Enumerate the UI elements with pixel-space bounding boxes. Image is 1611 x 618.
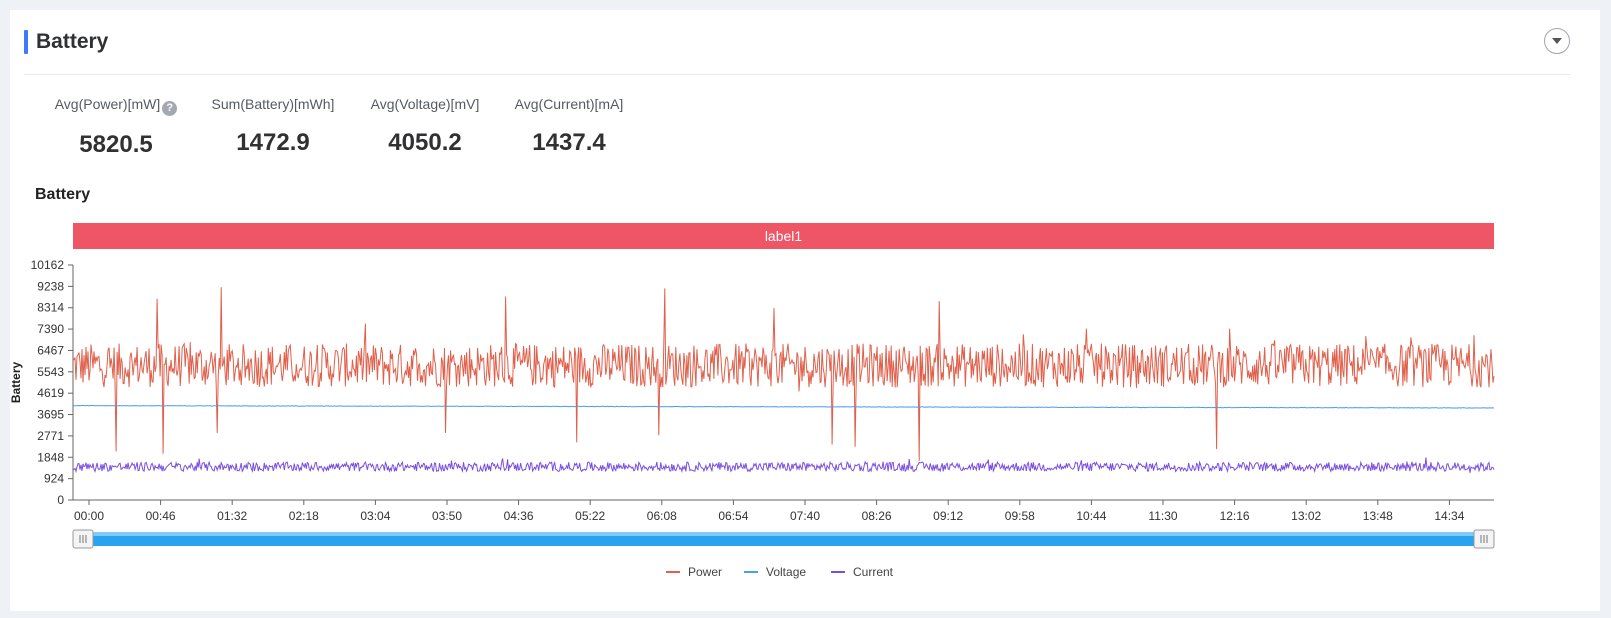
stat-avg-power: Avg(Power)[mW]? 5820.5 bbox=[50, 94, 182, 160]
x-tick-label: 12:16 bbox=[1220, 509, 1250, 523]
x-tick-label: 04:36 bbox=[504, 509, 534, 523]
stat-value: 5820.5 bbox=[79, 131, 153, 158]
x-tick-label: 14:34 bbox=[1434, 509, 1464, 523]
collapse-button[interactable] bbox=[1544, 28, 1570, 54]
label-band-text: label1 bbox=[765, 228, 803, 244]
stat-value: 1472.9 bbox=[236, 129, 310, 156]
chart-title: Battery bbox=[35, 186, 91, 203]
stat-value: 1437.4 bbox=[532, 129, 606, 156]
x-tick-label: 07:40 bbox=[790, 509, 820, 523]
series-line-power bbox=[72, 287, 1495, 461]
x-tick-label: 05:22 bbox=[575, 509, 605, 523]
x-tick-label: 11:30 bbox=[1148, 509, 1177, 523]
stat-value: 4050.2 bbox=[388, 129, 462, 156]
x-tick-label: 09:12 bbox=[933, 509, 963, 523]
y-tick-label: 924 bbox=[44, 472, 64, 486]
page-title: Battery bbox=[36, 30, 109, 53]
x-tick-label: 09:58 bbox=[1005, 509, 1035, 523]
y-tick-label: 4619 bbox=[37, 386, 64, 400]
legend-item-current[interactable]: Current bbox=[853, 565, 894, 579]
stat-label: Avg(Voltage)[mV] bbox=[370, 96, 480, 112]
x-tick-label: 03:50 bbox=[432, 509, 462, 523]
x-tick-label: 00:46 bbox=[146, 509, 176, 523]
y-tick-label: 7390 bbox=[37, 322, 64, 336]
legend-item-voltage[interactable]: Voltage bbox=[766, 565, 806, 579]
x-tick-label: 00:00 bbox=[74, 509, 104, 523]
y-tick-label: 3695 bbox=[37, 408, 64, 422]
help-icon[interactable]: ? bbox=[162, 101, 178, 116]
series-line-voltage bbox=[72, 404, 1495, 409]
stat-label: Avg(Current)[mA] bbox=[514, 96, 624, 112]
y-tick-label: 8314 bbox=[37, 301, 64, 315]
series-line-current bbox=[72, 457, 1495, 474]
stat-label: Avg(Power)[mW] bbox=[54, 96, 161, 112]
x-tick-label: 06:08 bbox=[647, 509, 677, 523]
y-tick-label: 9238 bbox=[37, 279, 64, 293]
x-tick-label: 01:32 bbox=[217, 509, 247, 523]
x-tick-label: 06:54 bbox=[718, 509, 748, 523]
label-band bbox=[73, 223, 1494, 249]
chevron-down-icon bbox=[1552, 38, 1562, 44]
panel-header: Battery bbox=[24, 28, 1570, 75]
battery-panel: Battery Avg(Power)[mW]? 5820.5 Sum(Batte… bbox=[10, 10, 1600, 611]
title-accent-bar bbox=[24, 30, 28, 54]
stat-avg-voltage: Avg(Voltage)[mV] 4050.2 bbox=[366, 94, 484, 158]
x-tick-label: 10:44 bbox=[1076, 509, 1106, 523]
x-tick-label: 13:02 bbox=[1291, 509, 1321, 523]
y-tick-label: 5543 bbox=[37, 365, 64, 379]
stat-avg-current: Avg(Current)[mA] 1437.4 bbox=[510, 94, 628, 158]
y-tick-label: 0 bbox=[57, 493, 64, 507]
zoom-slider-highlight bbox=[81, 532, 1486, 536]
y-tick-label: 6467 bbox=[37, 343, 64, 357]
stat-sum-battery: Sum(Battery)[mWh] 1472.9 bbox=[207, 94, 339, 158]
stat-label: Sum(Battery)[mWh] bbox=[211, 96, 335, 112]
x-tick-label: 13:48 bbox=[1363, 509, 1393, 523]
y-tick-label: 2771 bbox=[37, 429, 64, 443]
y-tick-label: 1848 bbox=[37, 450, 64, 464]
x-tick-label: 08:26 bbox=[862, 509, 892, 523]
y-axis-label: Battery bbox=[9, 362, 23, 404]
x-tick-label: 02:18 bbox=[289, 509, 319, 523]
legend-item-power[interactable]: Power bbox=[688, 565, 722, 579]
y-tick-label: 10162 bbox=[31, 258, 65, 272]
x-tick-label: 03:04 bbox=[360, 509, 390, 523]
